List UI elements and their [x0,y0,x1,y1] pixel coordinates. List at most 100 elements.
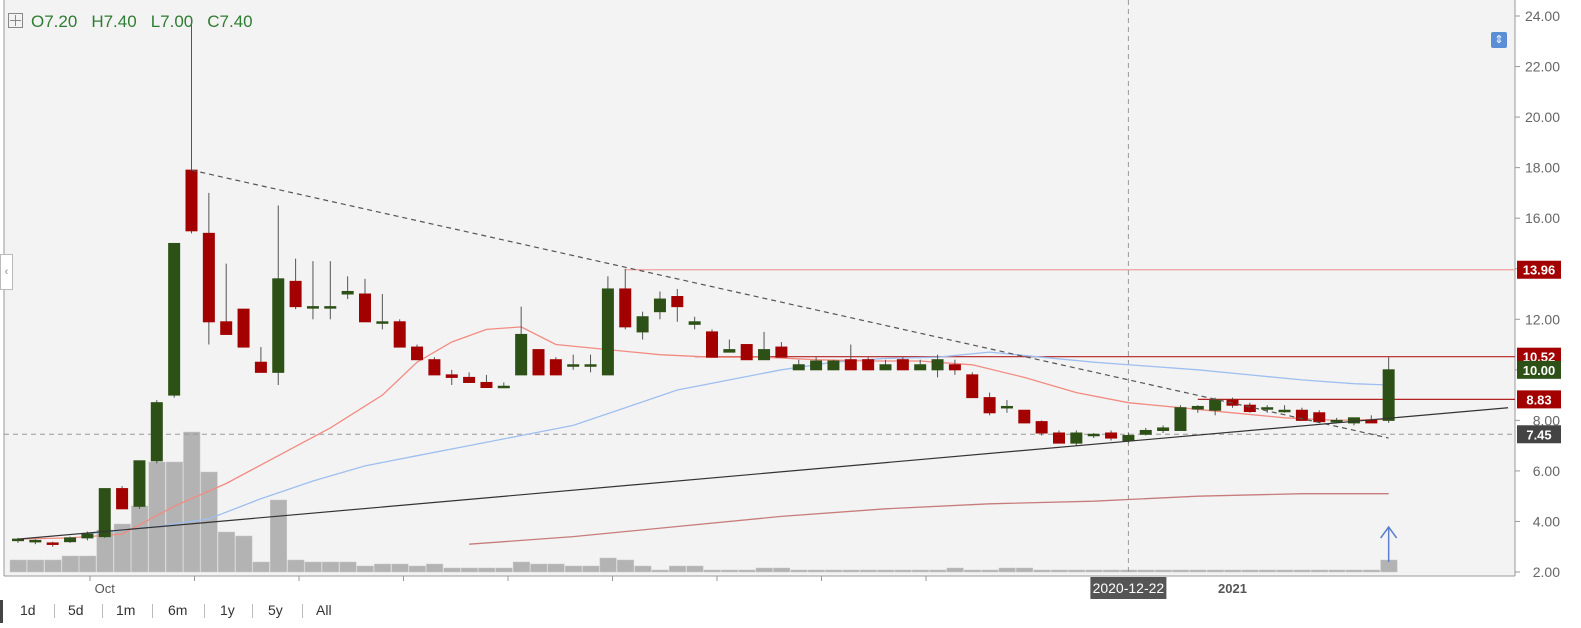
volume-bar [1276,569,1294,573]
volume-bar [304,561,322,573]
candle-body [497,385,510,389]
range-all-button[interactable]: All [316,602,332,618]
candle-body [619,288,632,328]
candle-body [601,288,614,376]
candle-body [445,374,458,378]
volume-bar [825,569,843,573]
candle-body [1295,409,1308,421]
volume-bar [252,561,270,573]
candle-body [428,359,441,376]
candle-body [862,359,875,371]
volume-bar [1033,569,1051,573]
volume-bar [894,569,912,573]
candle-body [359,293,371,323]
volume-bar [1050,569,1068,573]
range-5y-button[interactable]: 5y [268,602,283,618]
candle-body [1087,433,1100,437]
price-badge-label: 10.00 [1523,363,1556,378]
candle-body [1382,369,1395,421]
candle-body [966,374,979,399]
volume-bar [738,569,756,573]
y-tick-label: 16.00 [1525,210,1560,226]
volume-bar [617,559,634,573]
volume-bar [1258,569,1276,573]
y-tick-label: 18.00 [1525,160,1560,176]
volume-bar [755,567,773,573]
volume-bar [911,569,929,573]
range-divider [252,604,253,618]
candle-body [532,349,545,376]
volume-bar [1016,567,1034,573]
moving-average-mid [87,351,1389,535]
volume-bar [183,431,201,573]
candle-body [185,169,198,232]
candle-body [515,333,528,376]
ohlc-high: H7.40 [91,12,137,31]
range-1m-button[interactable]: 1m [116,602,136,618]
volume-bar [703,569,721,573]
candle-body [1313,412,1326,423]
crosshair-date-badge [1090,577,1167,599]
left-edge-marker [0,600,3,623]
volume-bar [408,565,426,573]
volume-bar [686,565,704,573]
volume-bar [1345,569,1363,573]
volume-bar [807,569,825,573]
x-tick-label: Oct [95,581,116,596]
candle-body [1070,432,1083,444]
candle-body [844,359,857,371]
volume-bar [165,461,183,573]
candle-body [393,321,406,348]
volume-bar [564,565,582,573]
volume-bar [27,559,45,573]
candle-body [254,361,267,373]
volume-bar [530,563,548,573]
candle-body [133,460,146,507]
volume-bar [1085,569,1103,573]
candle-body [723,349,736,353]
candle-body [1018,409,1031,424]
candle-body [1157,427,1170,431]
candle-body [1035,421,1048,434]
candle-body [567,364,580,367]
volume-bar [1311,569,1328,573]
volume-bar [1154,569,1172,573]
plot-area [4,0,1515,576]
y-tick-label: 12.00 [1525,311,1560,327]
scale-toggle-icon[interactable]: ⇕ [1491,32,1507,48]
price-badge [1517,390,1561,409]
candle-body [411,346,424,361]
range-divider [302,604,303,618]
range-6m-button[interactable]: 6m [168,602,188,618]
candle-body [931,359,944,371]
y-tick-label: 8.00 [1533,412,1560,428]
volume-bar [964,569,981,573]
candle-body [324,306,337,309]
candle-body [549,359,562,376]
candle-body [64,537,77,543]
range-1y-button[interactable]: 1y [220,602,235,618]
y-tick-label: 4.00 [1533,513,1560,529]
ohlc-low: L7.00 [150,12,194,31]
candle-body [150,402,163,462]
collapse-left-icon[interactable]: ‹ [0,254,13,290]
volume-bar [1172,569,1190,573]
trendline-dashed [191,169,1389,439]
candle-body [896,359,909,371]
range-1d-button[interactable]: 1d [20,602,36,618]
price-badge-label: 13.96 [1523,263,1556,278]
range-divider [54,604,55,618]
volume-bar [356,565,374,573]
volume-bar [426,563,444,573]
range-5d-button[interactable]: 5d [68,602,84,618]
candle-body [584,364,597,367]
volume-bar [512,561,530,573]
x-tick-label: 2021 [1218,581,1247,596]
candle-body [1209,399,1222,411]
candle-body [1000,405,1013,409]
candle-body [98,488,111,538]
crosshair-toggle-icon[interactable] [8,13,23,28]
volume-bar [929,569,947,573]
